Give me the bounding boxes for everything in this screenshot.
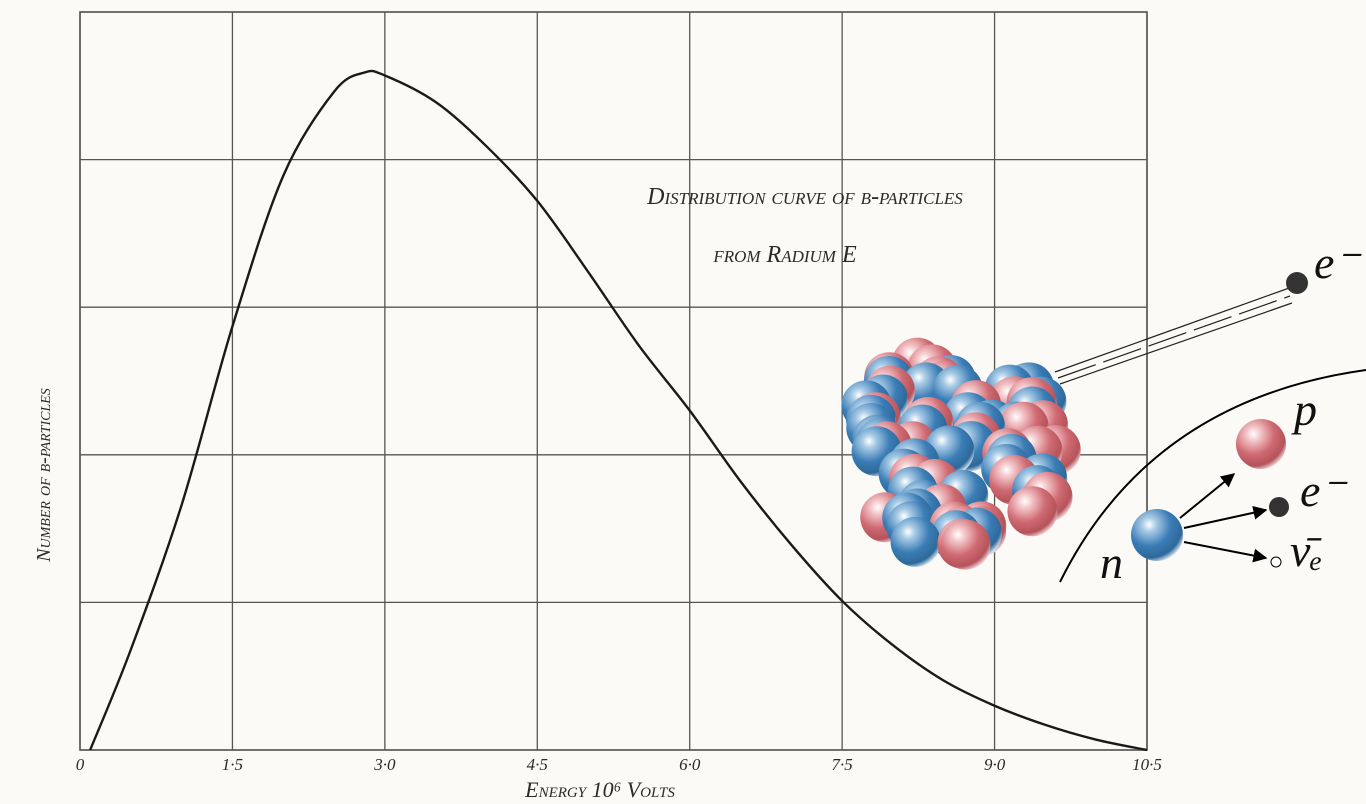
x-tick-label: 6·0 [679,755,701,774]
nucleon [1007,486,1057,536]
neutron [1131,509,1183,561]
electron [1269,497,1289,517]
x-axis-label: Energy 10⁶ Volts [524,777,675,802]
emitted-electron [1286,272,1308,294]
nucleon [891,517,941,567]
nucleon [941,520,991,570]
annotation: ν̄ₑ [1290,525,1322,576]
x-tick-label: 4·5 [527,755,548,774]
annotation: e⁻ [1300,465,1348,516]
chart: 0 1·5 3·0 4·5 6·0 7·5 9·0 10·5 Distribution cur… [0,0,1366,804]
proton [1236,419,1286,469]
x-tick-label: 1·5 [222,755,243,774]
antineutrino [1271,557,1281,567]
x-tick-label: 7·5 [832,755,853,774]
x-tick-label: 3·0 [373,755,396,774]
annotation: e⁻ [1314,237,1362,288]
x-tick-label: 0 [76,755,85,774]
annotation: p [1291,384,1317,435]
x-tick-label: 9·0 [984,755,1006,774]
chart-subtitle: from Radium E [712,242,857,268]
chart-title: Distribution curve of β-particles [646,184,963,210]
annotation: n [1100,537,1123,588]
y-axis-label: Number of β-particles [33,388,55,563]
x-tick-label: 10·5 [1132,755,1162,774]
